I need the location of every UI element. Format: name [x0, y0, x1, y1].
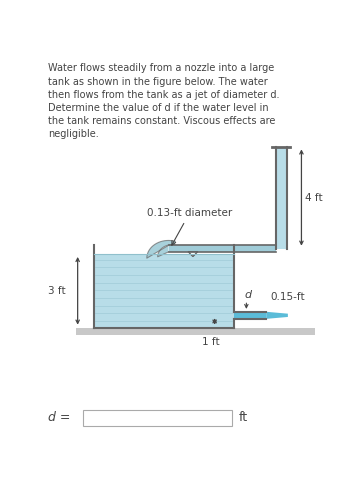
Bar — [94, 254, 234, 328]
Bar — [76, 328, 315, 335]
Text: 3 ft: 3 ft — [48, 286, 65, 296]
Text: ft: ft — [239, 411, 248, 424]
Text: 1 ft: 1 ft — [202, 337, 219, 347]
Polygon shape — [266, 312, 288, 319]
Text: d: d — [244, 291, 252, 300]
Text: 0.13-ft diameter: 0.13-ft diameter — [147, 208, 232, 245]
Bar — [276, 147, 287, 248]
Text: Water flows steadily from a nozzle into a large
tank as shown in the figure belo: Water flows steadily from a nozzle into … — [48, 63, 279, 140]
Text: d =: d = — [48, 411, 70, 424]
Text: 4 ft: 4 ft — [305, 193, 322, 202]
Polygon shape — [188, 251, 198, 256]
Bar — [234, 312, 266, 319]
Text: 0.15-ft: 0.15-ft — [270, 292, 305, 302]
Bar — [168, 246, 276, 252]
FancyBboxPatch shape — [83, 410, 232, 426]
Polygon shape — [147, 241, 175, 258]
